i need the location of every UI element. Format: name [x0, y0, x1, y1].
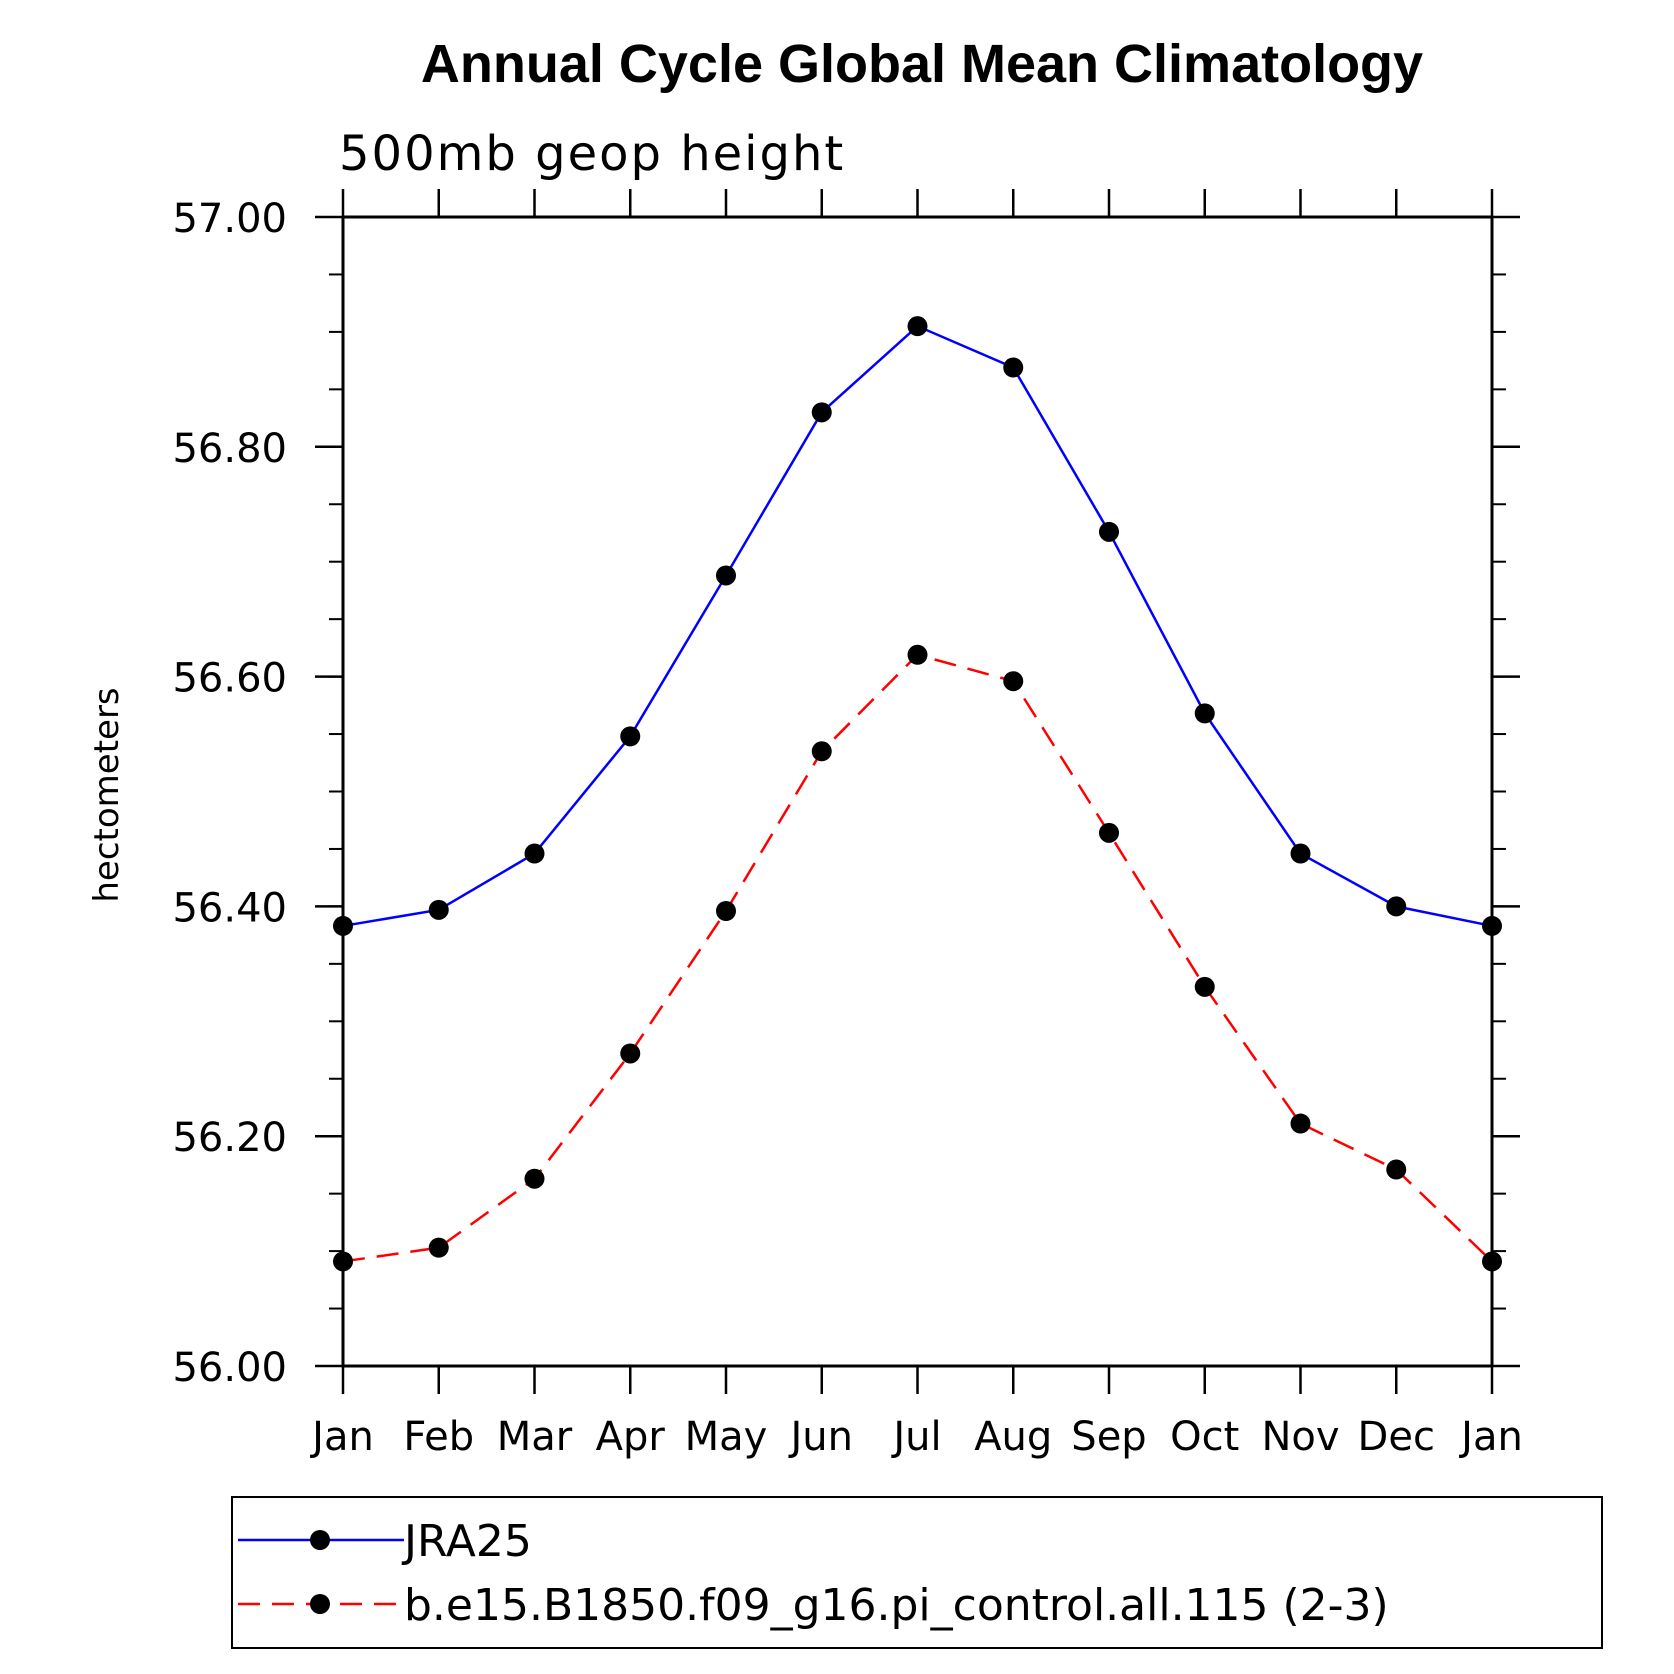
x-tick-label: Apr — [596, 1414, 666, 1460]
series-0-point — [811, 402, 832, 423]
series-1-point — [907, 644, 928, 665]
series-0-point — [1003, 357, 1024, 378]
legend-marker-model — [310, 1594, 330, 1614]
series-0-point — [620, 726, 641, 747]
series-1-point — [524, 1168, 545, 1189]
y-tick-label: 56.60 — [172, 656, 287, 702]
chart-title: Annual Cycle Global Mean Climatology — [421, 34, 1423, 94]
series-0-point — [428, 899, 449, 920]
legend-box — [231, 1496, 1603, 1649]
series-0-point — [333, 915, 353, 936]
series-1-point — [716, 900, 736, 921]
series-1-point — [1290, 1113, 1311, 1134]
series-1-point — [1482, 1251, 1502, 1272]
series-0-point — [1482, 915, 1502, 936]
y-axis-label: hectometers — [87, 687, 127, 902]
series-0-point — [1290, 843, 1311, 864]
series-1-point — [620, 1043, 641, 1064]
series-0-point — [1099, 521, 1119, 542]
series-1-point — [1099, 822, 1119, 843]
series-0-point — [907, 316, 928, 337]
series-0-point — [716, 565, 736, 586]
y-tick-label: 56.40 — [172, 885, 287, 931]
x-tick-label: Oct — [1170, 1414, 1239, 1460]
series-0-point — [1194, 703, 1215, 724]
legend: JRA25 b.e15.B1850.f09_g16.pi_control.all… — [231, 1496, 1603, 1649]
x-tick-label: Feb — [403, 1414, 474, 1460]
x-tick-label: Aug — [974, 1414, 1052, 1460]
chart-subtitle: 500mb geop height — [339, 126, 845, 182]
legend-marker-jra25 — [310, 1530, 330, 1550]
y-tick-label: 56.80 — [172, 426, 287, 472]
series-layer — [333, 316, 1502, 1272]
series-0-point — [1386, 896, 1407, 917]
x-tick-label: Mar — [497, 1414, 573, 1460]
x-tick-label: Nov — [1261, 1414, 1339, 1460]
x-tick-label: Jan — [1458, 1414, 1523, 1460]
series-1-point — [333, 1251, 353, 1272]
x-tick-label: Sep — [1071, 1414, 1146, 1460]
y-tick-label: 56.00 — [172, 1345, 287, 1391]
x-tick-label: May — [685, 1414, 768, 1460]
y-tick-label: 56.20 — [172, 1115, 287, 1161]
legend-label-model: b.e15.B1850.f09_g16.pi_control.all.115 (… — [404, 1580, 1389, 1631]
series-1-point — [1386, 1159, 1407, 1180]
x-tick-label: Dec — [1358, 1414, 1435, 1460]
x-tick-label: Jan — [309, 1414, 374, 1460]
series-line-1 — [342, 653, 1493, 1263]
series-1-point — [428, 1237, 449, 1258]
x-tick-label: Jul — [890, 1414, 941, 1460]
series-line-0 — [342, 324, 1493, 928]
legend-label-jra25: JRA25 — [401, 1516, 532, 1567]
series-1-point — [1003, 671, 1024, 692]
axes: Jan Feb Mar Apr May Jun Jul Aug Sep Oct Nov Dec Jan 5… — [172, 189, 1523, 1460]
series-1-point — [1194, 976, 1215, 997]
series-0-point — [524, 843, 545, 864]
series-1-point — [811, 741, 832, 762]
x-tick-label: Jun — [788, 1414, 854, 1460]
y-tick-label: 57.00 — [172, 196, 287, 242]
